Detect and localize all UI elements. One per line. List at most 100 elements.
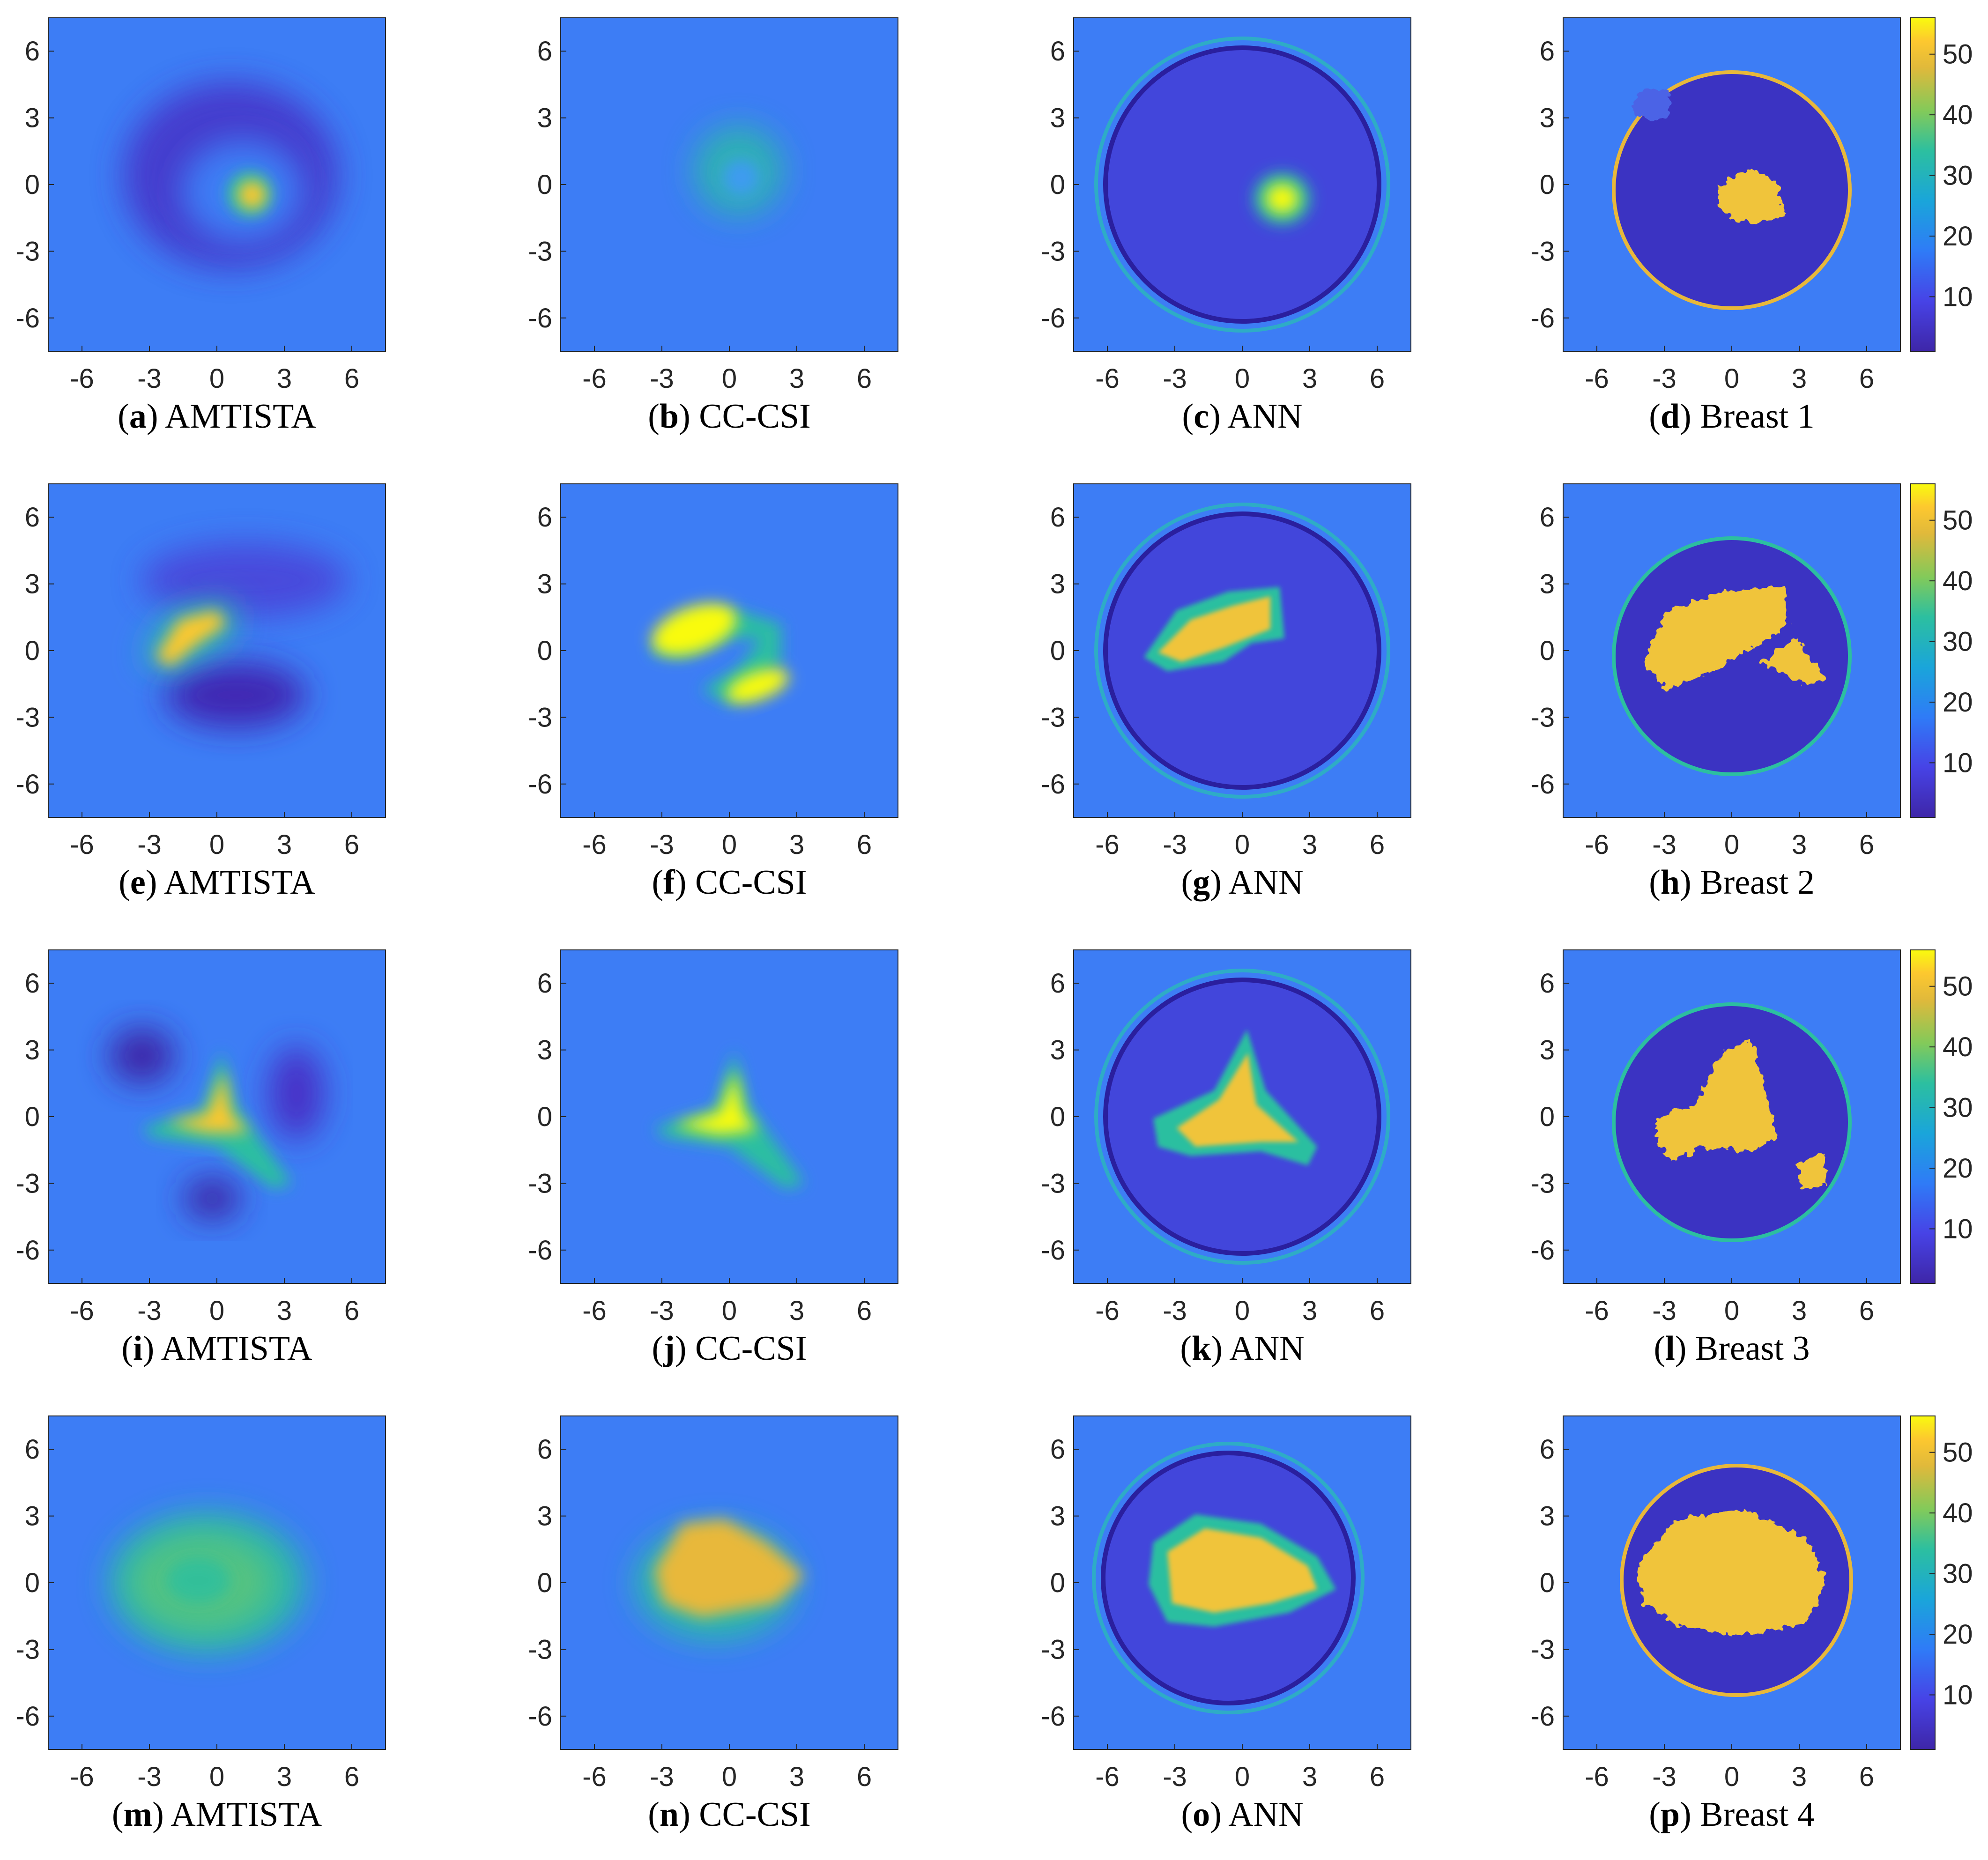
y-tick-label: 6 — [25, 968, 40, 999]
y-tick-label: 3 — [537, 1501, 552, 1532]
y-tick-label: -3 — [1530, 1168, 1555, 1199]
heatmap-e — [48, 484, 386, 817]
colorbar: 10 20 30 40 50 — [1910, 949, 1973, 1284]
panel-caption: (a) AMTISTA — [118, 397, 316, 436]
y-tick-label: 3 — [25, 103, 40, 133]
caption-text: ANN — [1229, 1329, 1304, 1368]
heatmap-c — [1074, 18, 1411, 351]
colorbar-tick-label: 30 — [1943, 627, 1973, 657]
panel-caption: (o) ANN — [1181, 1795, 1303, 1834]
y-tick-label: 6 — [537, 502, 552, 533]
colorbar-tick-label: 20 — [1943, 687, 1973, 718]
x-tick-label: -6 — [1095, 363, 1120, 394]
panel-o: -6 -3 0 3 6 6 3 0 -3 -6 (o) ANN — [1041, 1415, 1411, 1834]
panel-caption: (i) AMTISTA — [121, 1329, 312, 1368]
x-tick-label: 6 — [344, 830, 359, 860]
y-tick-label: 6 — [1540, 1434, 1555, 1465]
caption-letter: d — [1661, 397, 1680, 436]
x-tick-label: 0 — [209, 1296, 224, 1326]
x-tick-label: 6 — [1370, 363, 1385, 394]
y-tick-label: 0 — [25, 1568, 40, 1598]
y-tick-label: -6 — [1530, 1235, 1555, 1266]
x-tick-label: -6 — [1095, 830, 1120, 860]
heatmap-m — [48, 1416, 386, 1749]
x-tick-label: -3 — [650, 1296, 674, 1326]
y-tick-label: -6 — [15, 769, 40, 800]
colorbar-tick-label: 10 — [1943, 282, 1973, 312]
y-tick-label: 3 — [25, 569, 40, 600]
colorbar-tick-label: 30 — [1943, 1093, 1973, 1123]
x-tick-label: -6 — [582, 830, 607, 860]
colorbar: 10 20 30 40 50 — [1910, 17, 1973, 352]
y-tick-label: 0 — [1540, 636, 1555, 666]
caption-letter: k — [1192, 1329, 1211, 1368]
y-tick-label: 3 — [25, 1501, 40, 1532]
x-tick-label: -3 — [1163, 363, 1187, 394]
heatmap-n — [561, 1416, 898, 1749]
panel-m: -6 -3 0 3 6 6 3 0 -3 -6 (m) AMTISTA — [15, 1415, 386, 1834]
caption-letter: g — [1193, 863, 1210, 902]
x-tick-label: -3 — [137, 363, 162, 394]
y-tick-label: 3 — [25, 1035, 40, 1066]
caption-letter: h — [1661, 863, 1680, 902]
y-tick-label: -3 — [528, 702, 552, 733]
x-tick-label: 3 — [1302, 1296, 1317, 1326]
caption-text: AMTISTA — [165, 397, 316, 436]
colorbar-tick-label: 50 — [1943, 971, 1973, 1002]
x-tick-label: 3 — [1792, 1762, 1807, 1792]
y-tick-label: 6 — [25, 36, 40, 67]
y-tick-label: -3 — [1530, 702, 1555, 733]
x-tick-label: 6 — [857, 1762, 872, 1792]
y-tick-label: -6 — [528, 1235, 552, 1266]
x-tick-label: -6 — [1585, 830, 1609, 860]
colorbar-tick-label: 20 — [1943, 1153, 1973, 1184]
x-tick-label: 0 — [209, 830, 224, 860]
heatmap-o — [1074, 1416, 1411, 1749]
x-tick-label: 0 — [1235, 363, 1250, 394]
colorbar-tick-label: 10 — [1943, 748, 1973, 778]
caption-text: AMTISTA — [164, 863, 315, 902]
x-tick-label: -3 — [1652, 1762, 1676, 1792]
y-tick-label: -3 — [1041, 702, 1065, 733]
heatmap-k — [1074, 950, 1411, 1283]
heatmap-p — [1563, 1416, 1900, 1749]
x-tick-label: 6 — [344, 1762, 359, 1792]
y-tick-label: -6 — [1041, 1701, 1065, 1732]
x-tick-label: -3 — [1163, 830, 1187, 860]
x-tick-label: 0 — [722, 830, 737, 860]
heatmap-j — [561, 950, 898, 1283]
y-tick-label: 3 — [1540, 103, 1555, 133]
panel-caption: (p) Breast 4 — [1649, 1795, 1815, 1834]
heatmap-background — [48, 484, 386, 817]
y-tick-label: -6 — [15, 1701, 40, 1732]
caption-text: CC-CSI — [699, 397, 811, 436]
y-tick-label: 3 — [537, 1035, 552, 1066]
panel-c: -6 -3 0 3 6 6 3 0 -3 -6 (c) ANN — [1041, 17, 1411, 436]
heatmap-f — [561, 484, 898, 817]
y-tick-label: -3 — [15, 702, 40, 733]
caption-text: Breast 1 — [1700, 397, 1815, 436]
y-tick-label: -6 — [528, 303, 552, 333]
y-tick-label: 6 — [1050, 1434, 1065, 1465]
colorbar-gradient — [1910, 17, 1936, 352]
colorbar-tick-label: 50 — [1943, 39, 1973, 70]
y-tick-label: 0 — [1540, 1568, 1555, 1598]
caption-text: CC-CSI — [695, 863, 807, 902]
y-tick-label: -3 — [1530, 236, 1555, 267]
caption-text: CC-CSI — [695, 1329, 807, 1368]
panel-j: -6 -3 0 3 6 6 3 0 -3 -6 (j) CC-CSI — [528, 949, 898, 1368]
x-tick-label: 3 — [1302, 363, 1317, 394]
panel-caption: (k) ANN — [1180, 1329, 1304, 1368]
x-tick-label: 6 — [1859, 363, 1874, 394]
panel-caption: (e) AMTISTA — [119, 863, 315, 902]
colorbar-tick-label: 10 — [1943, 1680, 1973, 1710]
y-tick-label: -3 — [528, 236, 552, 267]
y-tick-label: 6 — [1050, 502, 1065, 533]
panel-caption: (m) AMTISTA — [112, 1795, 322, 1834]
y-tick-label: 0 — [1050, 1102, 1065, 1132]
panel-caption: (j) CC-CSI — [652, 1329, 807, 1368]
y-tick-label: 6 — [1540, 36, 1555, 67]
colorbar-tick-label: 30 — [1943, 1559, 1973, 1589]
x-tick-label: 0 — [722, 1762, 737, 1792]
caption-letter: m — [123, 1795, 152, 1834]
